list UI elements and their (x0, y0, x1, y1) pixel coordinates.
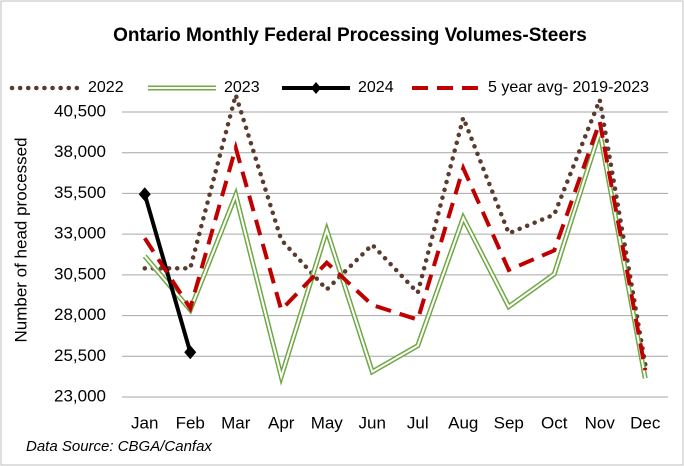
x-tick-label: Sep (494, 413, 524, 432)
x-tick-label: Jun (359, 413, 386, 432)
legend-marker (311, 82, 321, 94)
x-tick-label: Jan (131, 413, 158, 432)
x-tick-label: Nov (585, 413, 616, 432)
series-line-inner (143, 131, 647, 381)
chart-title: Ontario Monthly Federal Processing Volum… (113, 25, 587, 46)
legend-label: 5 year avg- 2019-2023 (488, 79, 649, 96)
series (138, 187, 197, 360)
x-tick-label: May (311, 413, 344, 432)
source-note: Data Source: CBGA/Canfax (26, 438, 212, 455)
marker (138, 187, 151, 202)
y-tick-label: 28,000 (54, 305, 106, 324)
x-tick-label: Aug (448, 413, 478, 432)
y-tick-label: 33,000 (54, 224, 106, 243)
legend-label: 2024 (358, 79, 394, 96)
y-tick-label: 25,500 (54, 346, 106, 365)
x-tick-label: Mar (221, 413, 251, 432)
marker (184, 345, 197, 360)
legend-label: 2022 (88, 79, 124, 96)
series-line (143, 114, 648, 371)
x-tick-label: Dec (630, 413, 661, 432)
x-tick-label: Apr (268, 413, 295, 432)
series (142, 86, 648, 367)
y-tick-label: 40,500 (54, 101, 106, 120)
y-tick-label: 30,500 (54, 264, 106, 283)
legend-label: 2023 (224, 79, 260, 96)
series (142, 130, 648, 386)
x-tick-label: Jul (407, 413, 429, 432)
y-tick-label: 35,500 (54, 183, 106, 202)
series-line (142, 130, 648, 386)
series-line (142, 86, 648, 367)
x-tick-label: Oct (541, 413, 568, 432)
series-line (142, 193, 193, 353)
y-tick-label: 38,000 (54, 142, 106, 161)
x-tick-label: Feb (176, 413, 205, 432)
series (143, 114, 648, 371)
y-axis-label: Number of head processed (11, 137, 30, 342)
y-tick-label: 23,000 (54, 386, 106, 405)
